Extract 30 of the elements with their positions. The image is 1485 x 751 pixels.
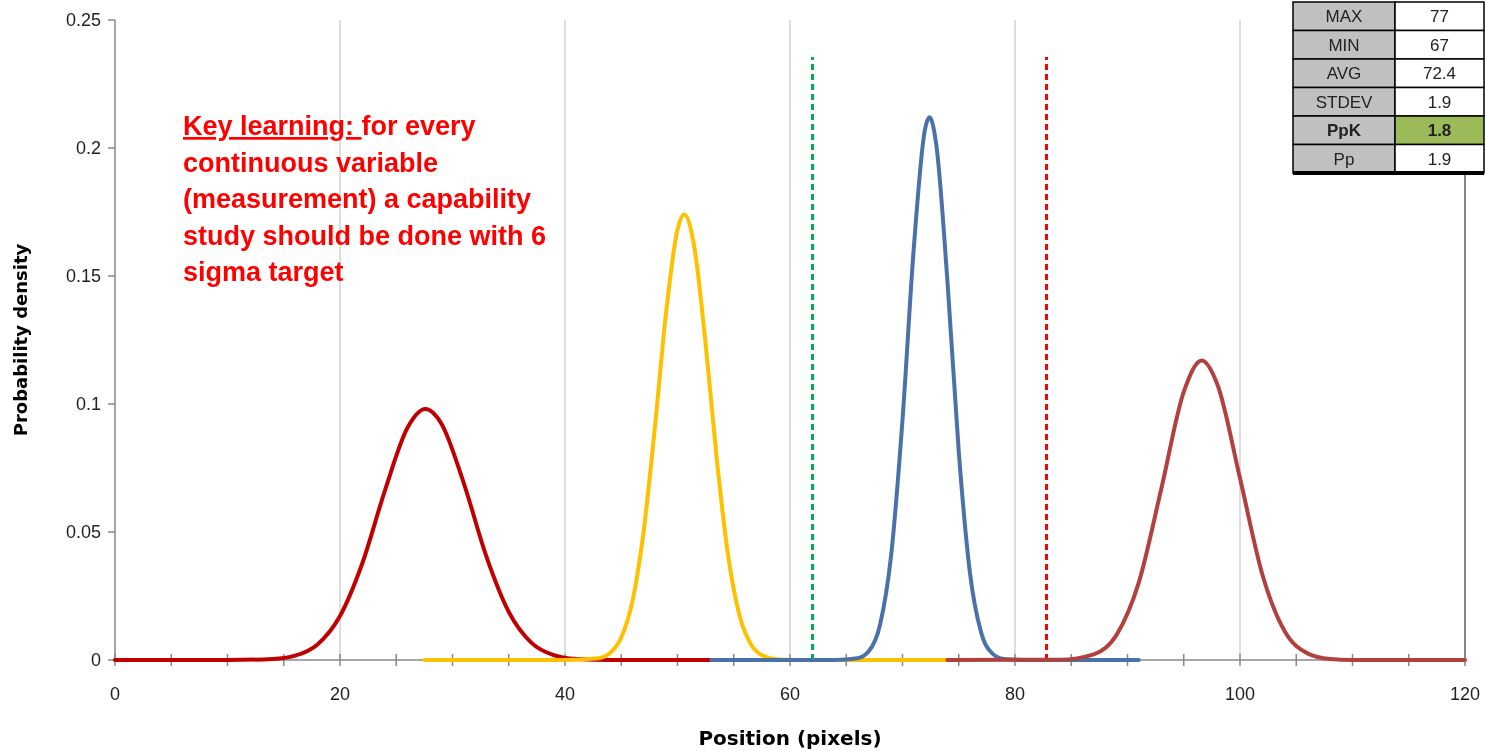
- annotation: MIN: [1328, 35, 1360, 55]
- x-tick-label: 0: [109, 684, 121, 704]
- annotation: AVG: [1326, 64, 1362, 84]
- annotation: 77: [1430, 7, 1449, 27]
- y-axis-title: Probability density: [10, 243, 31, 437]
- x-tick-label: 60: [779, 684, 801, 704]
- y-tick-label: 0.1: [75, 394, 101, 415]
- y-tick-label: 0: [90, 650, 101, 671]
- x-tick-label: 80: [1004, 684, 1026, 704]
- line-series: [945, 358, 1467, 662]
- annotation: 72.4: [1422, 64, 1457, 84]
- annotation: 1.9: [1427, 92, 1452, 112]
- annotation: 67: [1430, 35, 1449, 55]
- annotation: Key learning:: [183, 111, 362, 141]
- annotation: MAX: [1325, 7, 1363, 27]
- x-tick-label: 120: [1449, 684, 1481, 704]
- x-tick-label: 100: [1224, 684, 1256, 704]
- x-tick-label: 40: [554, 684, 576, 704]
- annotation: 1.8: [1427, 121, 1452, 141]
- y-tick-label: 0.2: [75, 138, 101, 159]
- annotation: Pp: [1333, 149, 1355, 169]
- x-tick-label: 20: [329, 684, 351, 704]
- annotation: STDEV: [1315, 92, 1373, 112]
- y-tick-label: 0.05: [65, 522, 101, 543]
- annotation: 1.9: [1427, 149, 1452, 169]
- x-axis-title: Position (pixels): [698, 726, 882, 750]
- y-tick-label: 0.15: [65, 266, 101, 287]
- annotation: PpK: [1327, 121, 1362, 141]
- y-tick-label: 0.25: [65, 10, 101, 31]
- line-series: [709, 115, 1141, 662]
